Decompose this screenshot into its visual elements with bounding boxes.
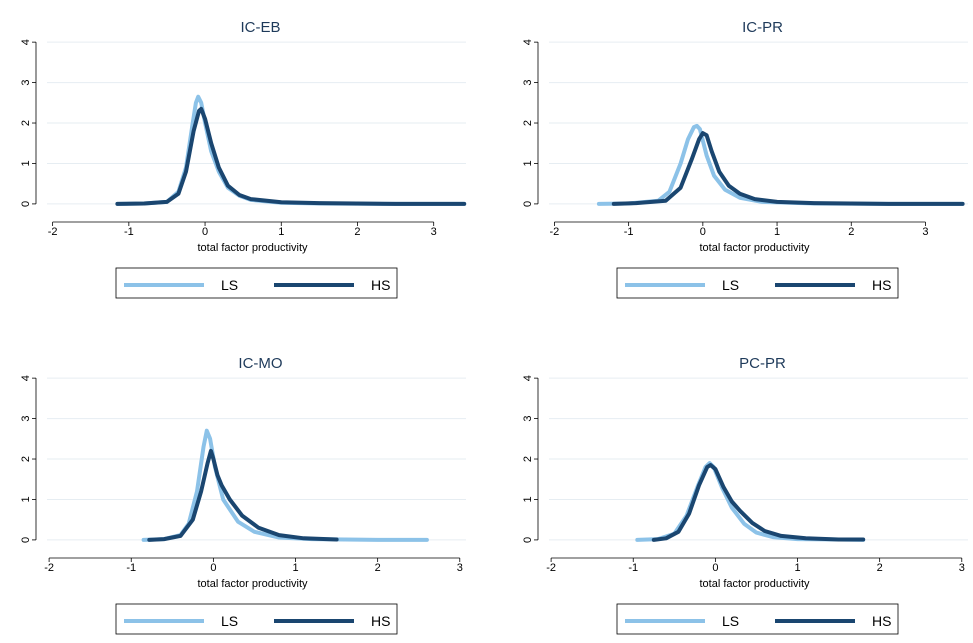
x-tick-label: 3 xyxy=(922,226,928,238)
series-line-hs xyxy=(115,106,467,206)
chart-panel-ic-pr: IC-PR 0 1 2 3 4 -2 -1 0 1 2 3 total factor productiv… xyxy=(522,19,968,299)
y-tick-label: 4 xyxy=(522,375,534,381)
legend-label-ls: LS xyxy=(722,277,739,293)
x-tick-label: 0 xyxy=(202,226,208,238)
series-line-ls xyxy=(635,461,866,542)
series-line-hs xyxy=(611,131,965,206)
x-tick-label: -2 xyxy=(48,226,58,238)
x-tick-label: -1 xyxy=(124,226,134,238)
legend-label-ls: LS xyxy=(221,277,238,293)
x-tick-label: -2 xyxy=(44,562,54,574)
x-tick-label: 0 xyxy=(210,562,216,574)
x-tick-label: 1 xyxy=(292,562,298,574)
x-axis-label: total factor productivity xyxy=(197,578,308,590)
legend: LS HS xyxy=(616,267,899,299)
chart-title: IC-MO xyxy=(238,355,282,372)
x-tick-label: 2 xyxy=(354,226,360,238)
y-tick-label: 0 xyxy=(20,201,32,207)
chart-title: PC-PR xyxy=(739,355,786,372)
chart-title: IC-PR xyxy=(742,19,783,36)
chart-panel-ic-mo: IC-MO 0 1 2 3 4 -2 -1 0 1 2 3 total factor productiv… xyxy=(20,355,466,635)
chart-panel-pc-pr: PC-PR 0 1 2 3 4 -2 -1 0 1 2 3 total factor productiv… xyxy=(522,355,968,635)
y-tick-label: 1 xyxy=(20,160,32,166)
y-tick-label: 1 xyxy=(522,160,534,166)
x-tick-label: 1 xyxy=(794,562,800,574)
y-tick-label: 3 xyxy=(20,416,32,422)
legend: LS HS xyxy=(115,267,398,299)
x-tick-label: -1 xyxy=(624,226,634,238)
x-axis-label: total factor productivity xyxy=(699,242,810,254)
y-tick-label: 3 xyxy=(522,416,534,422)
x-tick-label: -1 xyxy=(126,562,136,574)
x-tick-label: 3 xyxy=(431,226,437,238)
x-tick-label: 2 xyxy=(848,226,854,238)
legend-label-ls: LS xyxy=(722,613,739,629)
chart-panel-ic-eb: IC-EB 0 1 2 3 4 -2 -1 0 1 2 3 total factor productiv… xyxy=(20,19,467,299)
x-tick-label: 0 xyxy=(712,562,718,574)
y-tick-label: 1 xyxy=(522,496,534,502)
x-tick-label: 3 xyxy=(457,562,463,574)
y-tick-label: 4 xyxy=(522,39,534,45)
legend-label-hs: HS xyxy=(371,613,390,629)
y-tick-label: 4 xyxy=(20,39,32,45)
x-tick-label: 1 xyxy=(774,226,780,238)
legend-label-hs: HS xyxy=(371,277,390,293)
series-line-ls xyxy=(141,428,429,542)
y-tick-label: 4 xyxy=(20,375,32,381)
legend-label-hs: HS xyxy=(872,613,891,629)
y-tick-label: 3 xyxy=(522,80,534,86)
y-tick-label: 2 xyxy=(20,456,32,462)
y-tick-label: 1 xyxy=(20,496,32,502)
legend-label-ls: LS xyxy=(221,613,238,629)
y-tick-label: 0 xyxy=(522,201,534,207)
chart-title: IC-EB xyxy=(240,19,280,36)
x-tick-label: 2 xyxy=(375,562,381,574)
x-axis-label: total factor productivity xyxy=(197,242,308,254)
x-tick-label: -2 xyxy=(550,226,560,238)
legend: LS HS xyxy=(616,603,899,635)
y-tick-label: 0 xyxy=(20,537,32,543)
series-line-hs xyxy=(651,463,866,542)
y-tick-label: 2 xyxy=(522,456,534,462)
series-line-ls xyxy=(115,94,467,206)
legend-label-hs: HS xyxy=(872,277,891,293)
x-tick-label: 2 xyxy=(877,562,883,574)
x-tick-label: 1 xyxy=(278,226,284,238)
x-tick-label: 3 xyxy=(959,562,965,574)
x-axis-label: total factor productivity xyxy=(699,578,810,590)
y-tick-label: 3 xyxy=(20,80,32,86)
legend: LS HS xyxy=(115,603,398,635)
y-tick-label: 0 xyxy=(522,537,534,543)
y-tick-label: 2 xyxy=(522,120,534,126)
x-tick-label: 0 xyxy=(700,226,706,238)
series-line-ls xyxy=(596,123,965,206)
series-line-hs xyxy=(147,448,339,542)
y-tick-label: 2 xyxy=(20,120,32,126)
x-tick-label: -1 xyxy=(628,562,638,574)
x-tick-label: -2 xyxy=(546,562,556,574)
